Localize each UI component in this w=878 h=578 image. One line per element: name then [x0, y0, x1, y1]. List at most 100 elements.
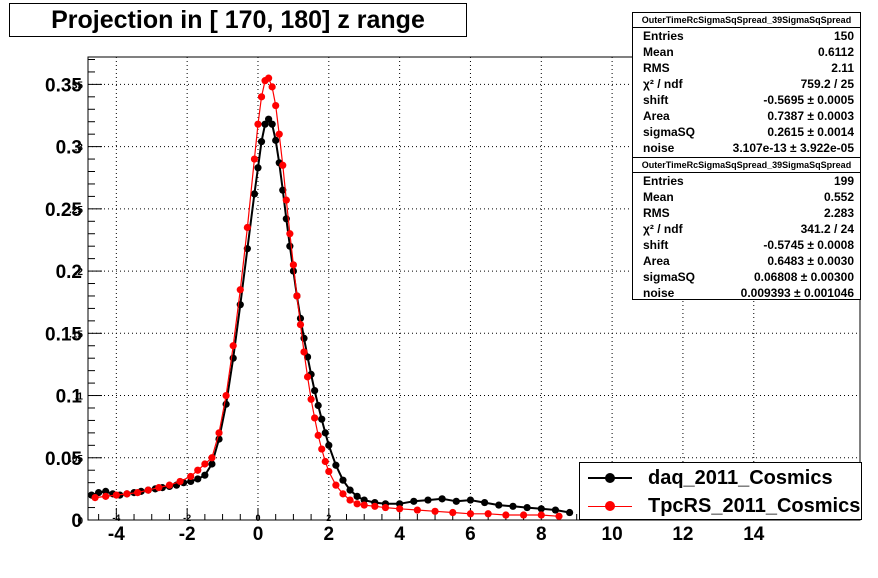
stats-label: noise: [643, 141, 675, 155]
data-point: [296, 320, 305, 329]
stats-label: Area: [643, 254, 670, 268]
data-point: [449, 508, 457, 517]
stats-row: Entries 199: [633, 173, 860, 189]
stats-label: Mean: [643, 190, 674, 204]
data-point: [91, 493, 99, 502]
data-point: [296, 314, 305, 322]
stats-value: 2.11: [831, 61, 854, 75]
stats-value: 199: [833, 174, 854, 188]
stats-value: 0.06808 ± 0.00300: [753, 270, 854, 284]
data-point: [286, 242, 294, 250]
data-point: [466, 510, 475, 518]
data-point: [438, 495, 446, 503]
data-point: [519, 511, 528, 519]
stats-label: χ² / ndf: [643, 222, 683, 236]
stats-label: shift: [643, 238, 669, 252]
y-tick-label: 0: [71, 511, 82, 532]
data-point: [360, 501, 368, 509]
data-point: [254, 164, 262, 172]
y-small-tick-label: .35: [69, 80, 83, 91]
data-point: [321, 429, 329, 437]
stats-value: 150: [833, 29, 854, 43]
y-small-tick-label: .15: [69, 329, 83, 340]
stats-row: sigmaSQ 0.2615 ± 0.0014: [633, 124, 860, 140]
stats-label: sigmaSQ: [643, 270, 696, 284]
legend-label: daq_2011_Cosmics: [648, 466, 833, 489]
legend: daq_2011_Cosmics TpcRS_2011_Cosmics: [579, 462, 862, 520]
data-point: [537, 511, 545, 519]
data-point: [484, 510, 492, 518]
data-point: [325, 467, 333, 476]
data-point: [300, 348, 308, 356]
stats-row: χ² / ndf 341.2 / 24: [633, 221, 860, 237]
data-point: [194, 475, 202, 483]
x-tick-label: -2: [179, 524, 196, 545]
data-point: [102, 487, 110, 495]
data-point: [208, 460, 216, 468]
data-point: [307, 395, 315, 403]
x-tick-label: 10: [602, 524, 623, 545]
chart-title-box: Projection in [ 170, 180] z range: [9, 3, 467, 37]
legend-marker: [580, 464, 640, 492]
y-tick-label: 0.35: [45, 75, 82, 96]
x-tick-label: 8: [536, 524, 547, 545]
data-point: [250, 155, 259, 163]
stats-value: 0.6483 ± 0.0030: [767, 254, 854, 268]
y-tick-label: 0.15: [45, 324, 82, 345]
data-point: [353, 492, 361, 500]
legend-marker: [580, 492, 640, 520]
data-point: [261, 120, 269, 128]
stats-value: 3.107e-13 ± 3.922e-05: [732, 141, 854, 155]
stats-box-daq: OuterTimeRcSigmaSqSpread_39SigmaSqSpread…: [632, 12, 861, 158]
data-point: [265, 74, 273, 82]
legend-entry-tpcrs: TpcRS_2011_Cosmics: [580, 492, 861, 520]
stats-label: χ² / ndf: [643, 77, 683, 91]
data-point: [555, 512, 563, 520]
stats-row: χ² / ndf 759.2 / 25: [633, 76, 860, 92]
data-point: [396, 500, 404, 508]
x-small-tick-label: -2: [183, 513, 191, 523]
grid-lines: [88, 57, 860, 520]
data-point: [95, 489, 103, 497]
data-point: [346, 496, 354, 504]
data-point: [360, 496, 368, 504]
data-point: [133, 489, 142, 497]
data-point: [371, 502, 379, 510]
data-point: [346, 486, 354, 494]
stats-row: Mean 0.552: [633, 189, 860, 205]
data-point: [424, 496, 432, 504]
stats-value: 0.6112: [817, 45, 854, 59]
stats-rows: Entries 199 Mean 0.552 RMS 2.283 χ² / ndf 341.2…: [633, 173, 860, 301]
x-tick-label: 14: [743, 524, 765, 545]
stats-label: Entries: [643, 174, 684, 188]
x-tick-label: 12: [672, 524, 693, 545]
data-point: [265, 115, 273, 123]
data-point: [481, 498, 489, 507]
data-point: [215, 429, 223, 437]
stats-value: 0.552: [823, 190, 854, 204]
stats-label: Entries: [643, 29, 684, 43]
data-point: [144, 486, 152, 494]
data-point: [257, 93, 266, 101]
stats-row: noise 3.107e-13 ± 3.922e-05: [633, 140, 860, 156]
data-point: [257, 138, 266, 146]
data-point: [431, 507, 439, 515]
data-point: [155, 484, 163, 492]
data-point: [303, 373, 312, 381]
series-tpcrs: [91, 74, 563, 520]
legend-label: TpcRS_2011_Cosmics: [648, 494, 861, 517]
stats-header: OuterTimeRcSigmaSqSpread_39SigmaSqSpread: [633, 158, 860, 173]
data-point: [123, 490, 131, 498]
x-tick-label: -4: [108, 524, 125, 545]
stats-label: RMS: [643, 61, 670, 75]
y-small-tick-label: .25: [69, 205, 83, 216]
x-tick-label: 6: [465, 524, 476, 545]
stats-value: -0.5745 ± 0.0008: [763, 238, 854, 252]
y-small-tick-label: .1: [75, 392, 84, 403]
data-point: [282, 196, 290, 204]
stats-label: Area: [643, 109, 670, 123]
data-point: [314, 431, 322, 439]
data-point: [537, 505, 545, 513]
data-point: [275, 130, 283, 138]
legend-entry-daq: daq_2011_Cosmics: [580, 464, 861, 492]
